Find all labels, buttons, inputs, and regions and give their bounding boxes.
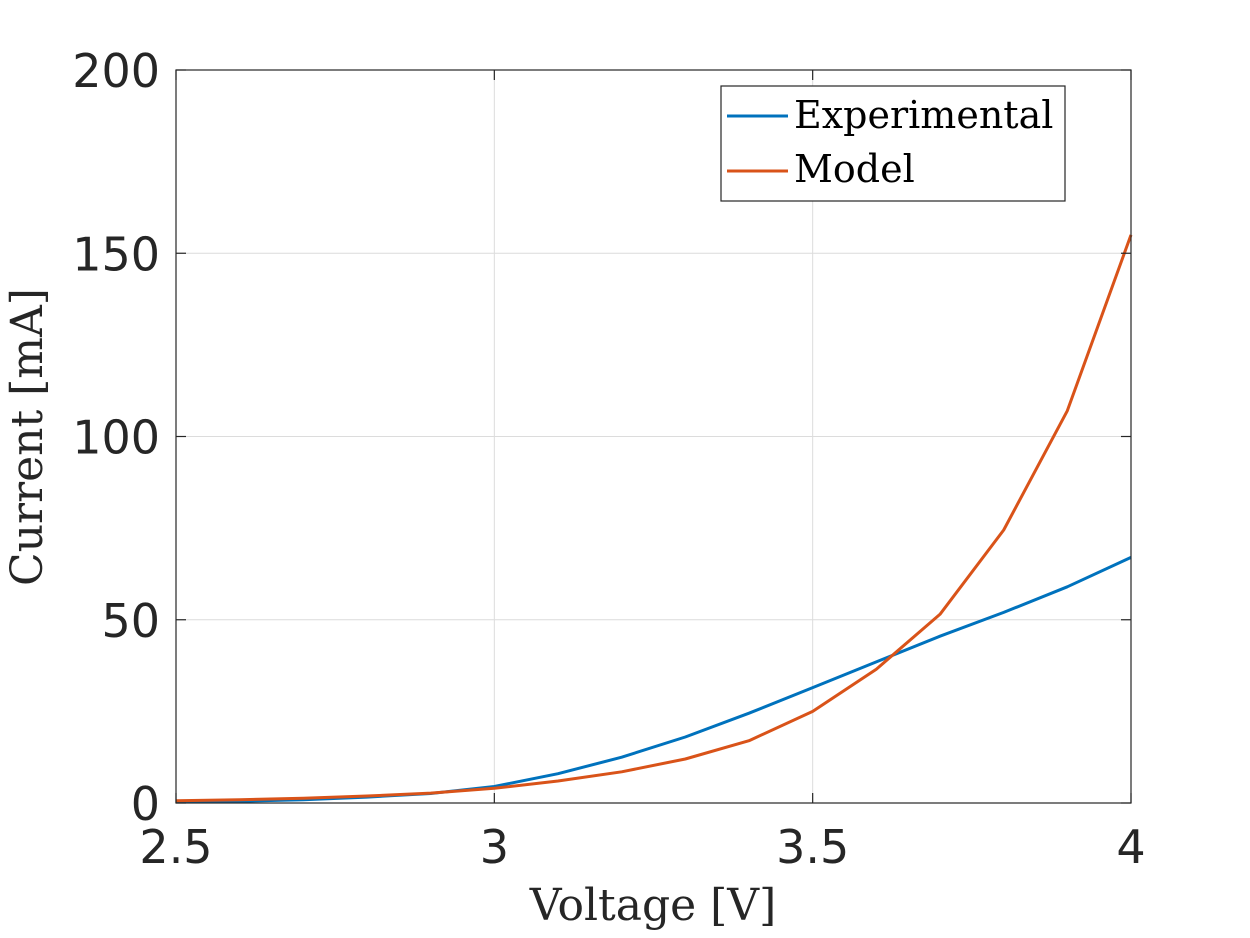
axis-ticks (175, 69, 1132, 804)
x-tick-label: 3 (480, 820, 509, 874)
tick-labels: 2.5 3 3.5 4 0 50 100 150 200 (72, 44, 1145, 874)
grid (176, 70, 1131, 803)
legend-label-model: Model (794, 147, 915, 191)
y-tick-label: 200 (72, 44, 160, 98)
x-tick-label: 3.5 (776, 820, 849, 874)
y-tick-label: 50 (101, 594, 160, 648)
y-axis-label: Current [mA] (2, 288, 53, 586)
y-tick-label: 150 (72, 227, 160, 281)
legend-box (720, 85, 1066, 202)
y-tick-label: 100 (72, 411, 160, 465)
series-line-model (175, 234, 1133, 803)
y-tick-label: 0 (131, 777, 160, 831)
x-tick-label: 2.5 (139, 820, 212, 874)
series-lines (175, 234, 1133, 804)
x-tick-label: 4 (1116, 820, 1145, 874)
legend-label-experimental: Experimental (794, 93, 1053, 137)
legend: Experimental Model (720, 85, 1066, 202)
x-axis-label: Voltage [V] (529, 880, 777, 931)
